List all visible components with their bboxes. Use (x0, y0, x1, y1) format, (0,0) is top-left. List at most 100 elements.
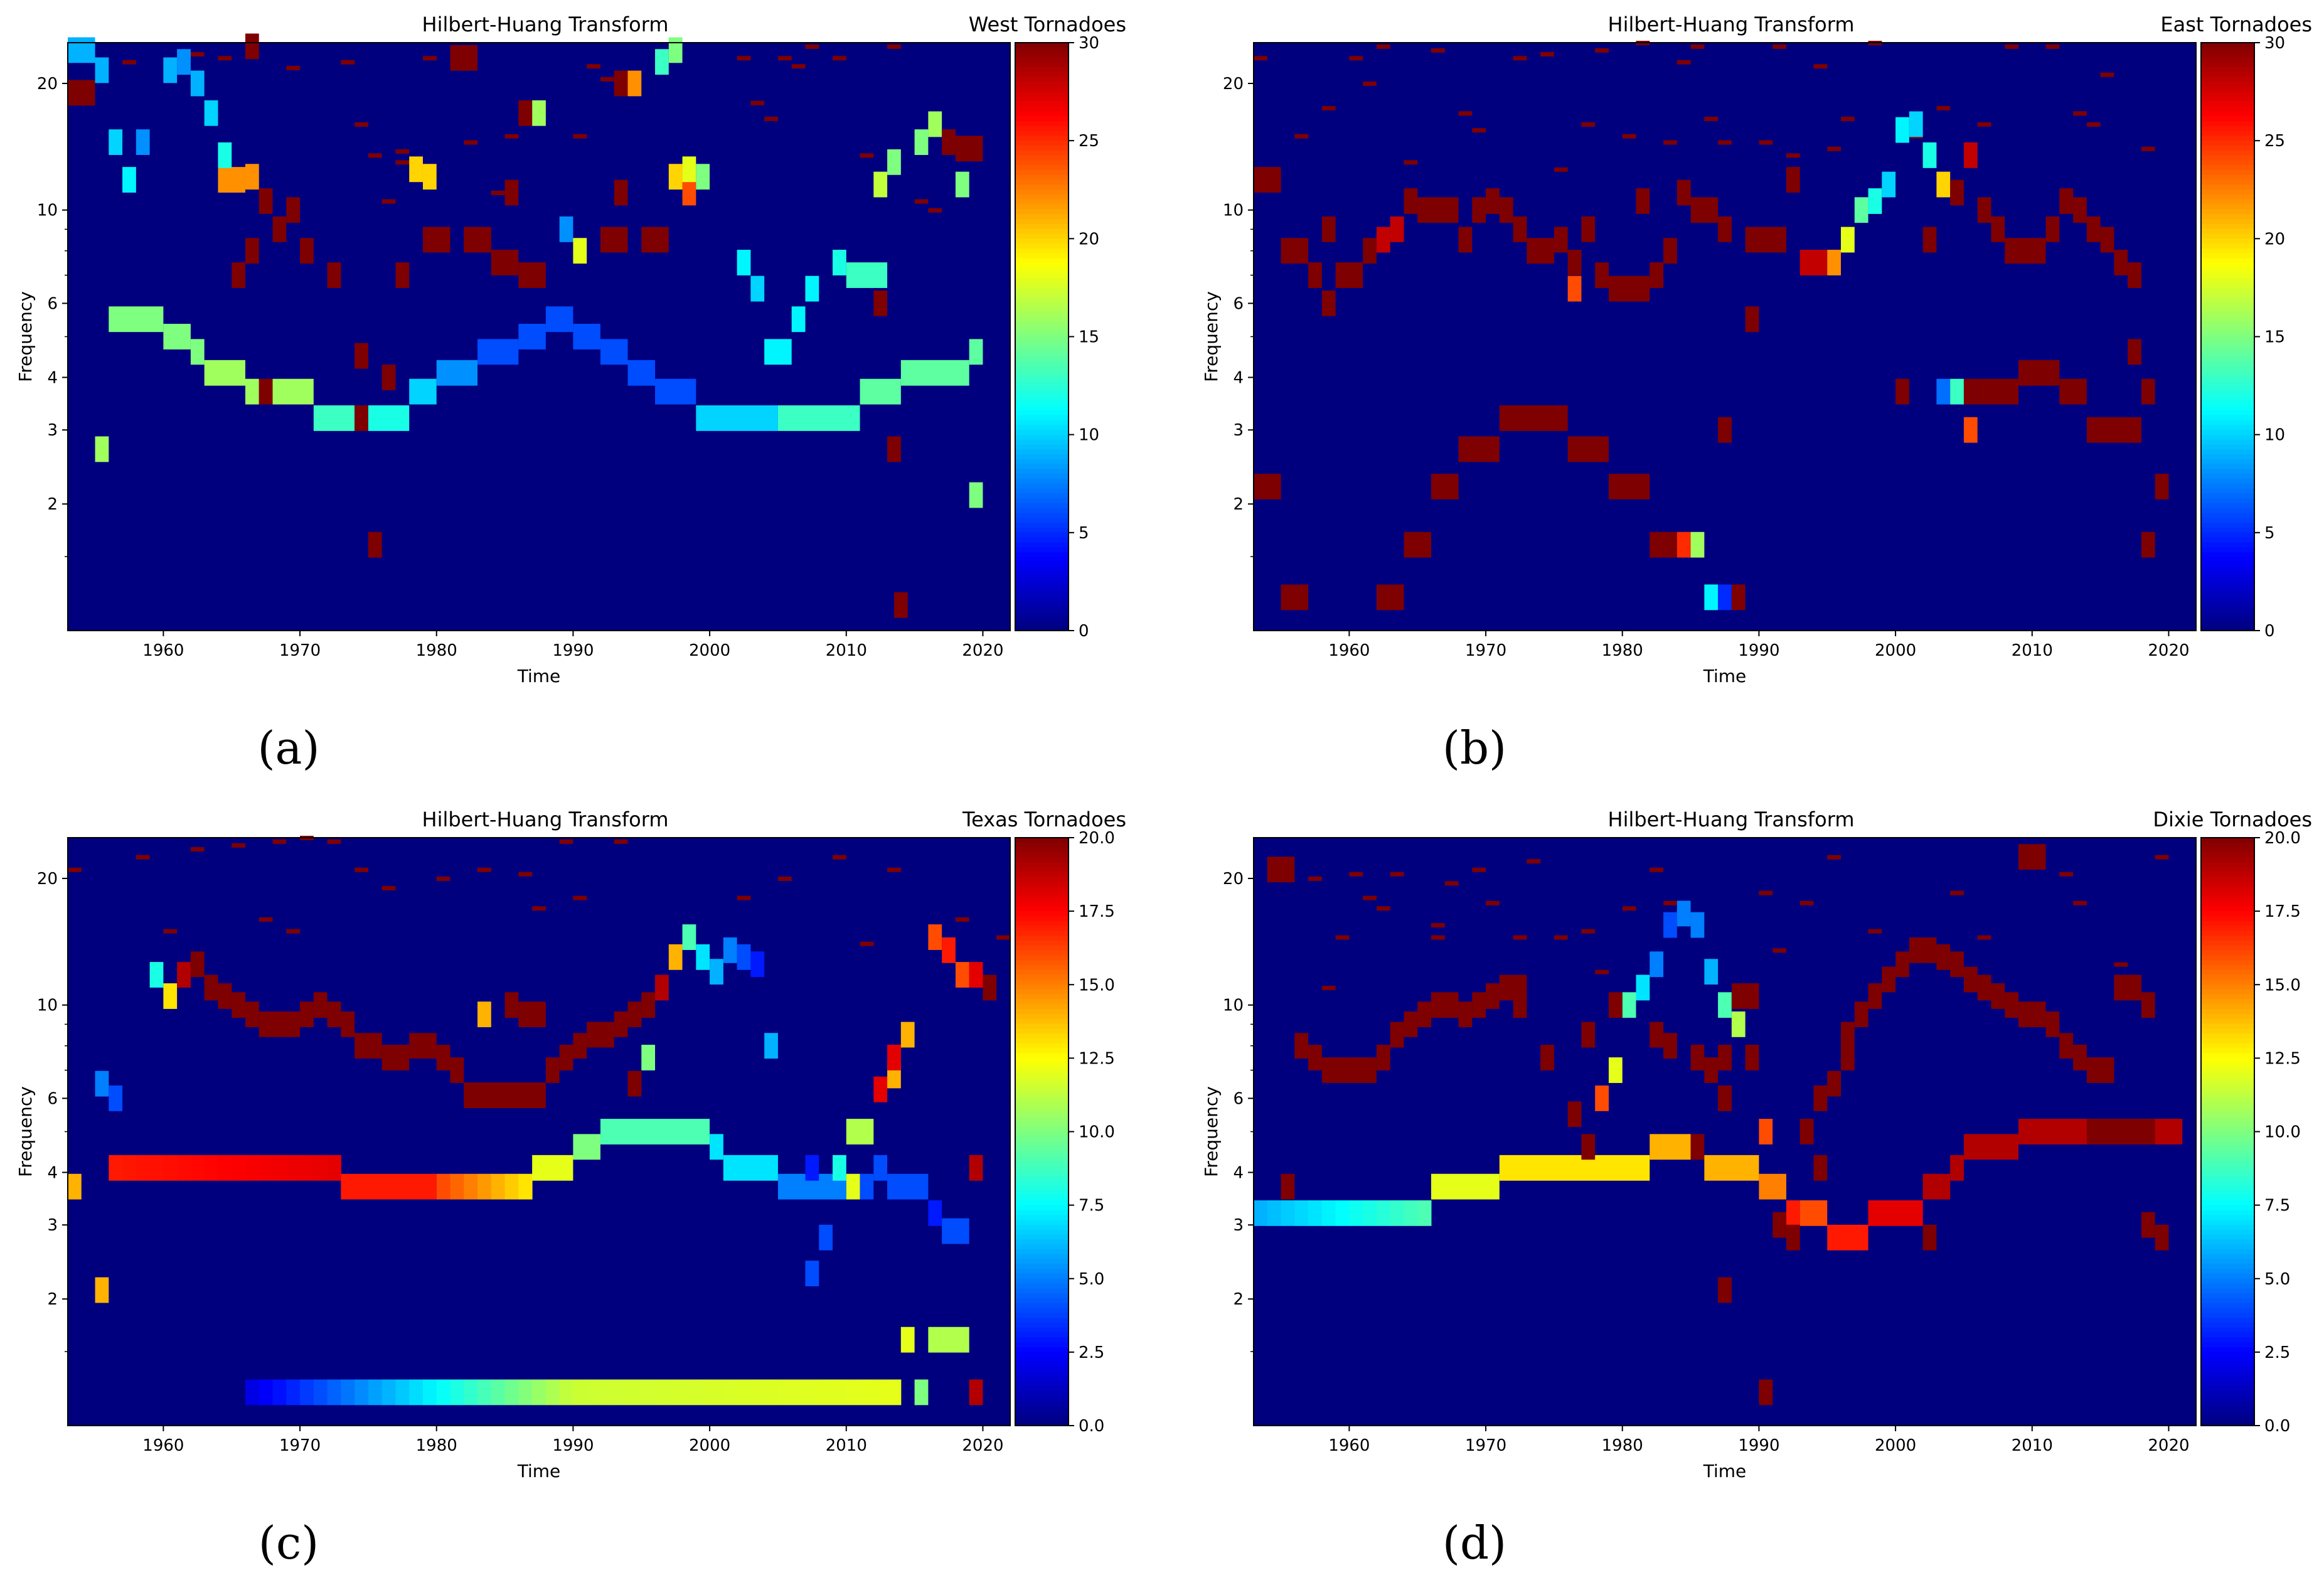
heatmap-cell (1963, 142, 1978, 168)
heatmap-cell (764, 116, 778, 121)
colorbar-segment (2201, 1082, 2254, 1088)
colorbar-segment (1015, 1200, 1069, 1206)
colorbar-segment (2201, 1018, 2254, 1025)
colorbar-segment (1015, 233, 1069, 239)
colorbar-segment (2201, 626, 2254, 631)
heatmap-cell (1977, 122, 1991, 127)
y-tick-label: 6 (1233, 1089, 1244, 1108)
heatmap-cell (163, 1155, 178, 1181)
colorbar-segment (1015, 1092, 1069, 1098)
heatmap-cell (723, 1155, 778, 1181)
colorbar-segment (1015, 474, 1069, 479)
colorbar-segment (1015, 493, 1069, 499)
heatmap-cell (422, 1379, 437, 1406)
colorbar-segment (2201, 999, 2254, 1005)
heatmap-cell (1376, 227, 1390, 253)
heatmap-cell (149, 1155, 164, 1181)
colorbar-segment (1015, 1259, 1069, 1264)
colorbar-segment (2201, 1342, 2254, 1348)
heatmap-cell (1540, 1045, 1554, 1070)
y-tick-label: 3 (1233, 421, 1244, 440)
x-tick-label: 1980 (1602, 1436, 1643, 1455)
colorbar-segment (1015, 1058, 1069, 1064)
heatmap-cell (805, 1261, 819, 1286)
colorbar-segment (2201, 136, 2254, 141)
colorbar-segment (2201, 493, 2254, 499)
colorbar-segment (2201, 434, 2254, 440)
heatmap-cell (559, 216, 573, 242)
colorbar-segment (2201, 1416, 2254, 1421)
colorbar-segment (1015, 464, 1069, 469)
y-tick-label: 4 (1233, 368, 1244, 387)
colorbar-segment (1015, 356, 1069, 362)
colorbar-segment (1015, 219, 1069, 225)
colorbar-segment (2201, 1112, 2254, 1118)
colorbar-segment (1015, 1372, 1069, 1377)
heatmap-cell (368, 405, 410, 431)
heatmap-cell (641, 1379, 656, 1406)
heatmap-cell (477, 1379, 492, 1406)
colorbar-segment (2201, 1269, 2254, 1274)
heatmap-cell (696, 944, 710, 970)
heatmap-cell (450, 45, 478, 71)
heatmap-cell (969, 1155, 983, 1181)
heatmap-cell (900, 1326, 915, 1353)
colorbar-segment (1015, 1239, 1069, 1245)
heatmap-cell (1759, 1173, 1786, 1200)
colorbar-segment (1015, 1303, 1069, 1309)
heatmap-cell (1376, 1200, 1391, 1226)
corner-title: Dixie Tornadoes (2153, 808, 2312, 831)
heatmap-cell (1404, 531, 1431, 558)
colorbar-segment (2201, 847, 2254, 853)
heatmap-cell (1650, 867, 1664, 872)
heatmap-cell (1936, 171, 1951, 198)
heatmap-cell (1718, 1277, 1732, 1303)
colorbar-segment (1015, 449, 1069, 455)
heatmap-cell (682, 924, 696, 950)
colorbar-segment (2201, 498, 2254, 504)
colorbar-segment (1015, 537, 1069, 543)
heatmap-cell (450, 1173, 464, 1200)
heatmap-cell (1704, 959, 1719, 985)
heatmap-cell (1813, 64, 1828, 69)
colorbar-segment (2201, 1327, 2254, 1333)
colorbar-segment (1015, 1386, 1069, 1392)
heatmap-svg-east: Hilbert-Huang Transform East Tornadoes 196… (1201, 13, 2312, 686)
colorbar-segment (2201, 248, 2254, 254)
heatmap-cell (641, 227, 669, 253)
heatmap-cell (68, 80, 95, 106)
heatmap-cell (518, 262, 546, 288)
heatmap-cell (300, 1379, 314, 1406)
colorbar-segment (2201, 1396, 2254, 1402)
chart-panel-east: Hilbert-Huang Transform East Tornadoes 196… (1186, 0, 2324, 795)
heatmap-cell (1499, 197, 1513, 223)
heatmap-cell (1567, 250, 1582, 275)
colorbar-segment (1015, 67, 1069, 73)
heatmap-cell (286, 65, 301, 70)
colorbar-segment (2201, 1215, 2254, 1220)
heatmap-cell (122, 1155, 137, 1181)
x-tick-label: 2010 (2012, 1436, 2053, 1455)
colorbar-segment (2201, 969, 2254, 976)
heatmap-cell (272, 839, 287, 844)
colorbar-segment (1015, 974, 1069, 981)
heatmap-cell (1841, 1022, 1855, 1048)
colorbar: 0 5 10 15 20 25 30 (1015, 34, 1099, 641)
colorbar-segment (2201, 400, 2254, 406)
colorbar-segment (1015, 572, 1069, 577)
colorbar-segment (1015, 1018, 1069, 1025)
y-tick-label: 6 (47, 294, 58, 313)
heatmap-cell (696, 1379, 710, 1406)
colorbar-segment (2201, 557, 2254, 563)
colorbar-segment (2201, 356, 2254, 362)
x-tick-label: 1970 (1465, 1436, 1506, 1455)
colorbar-segment (1015, 1288, 1069, 1294)
colorbar-tick-label: 15.0 (2264, 976, 2301, 995)
colorbar-segment (1015, 346, 1069, 352)
colorbar-segment (1015, 1161, 1069, 1166)
heatmap-cell (996, 935, 1010, 940)
heatmap-cell (1922, 1224, 1937, 1251)
heatmap-cell (1922, 1173, 1951, 1200)
heatmap-cell (395, 262, 410, 288)
colorbar-segment (1015, 223, 1069, 230)
